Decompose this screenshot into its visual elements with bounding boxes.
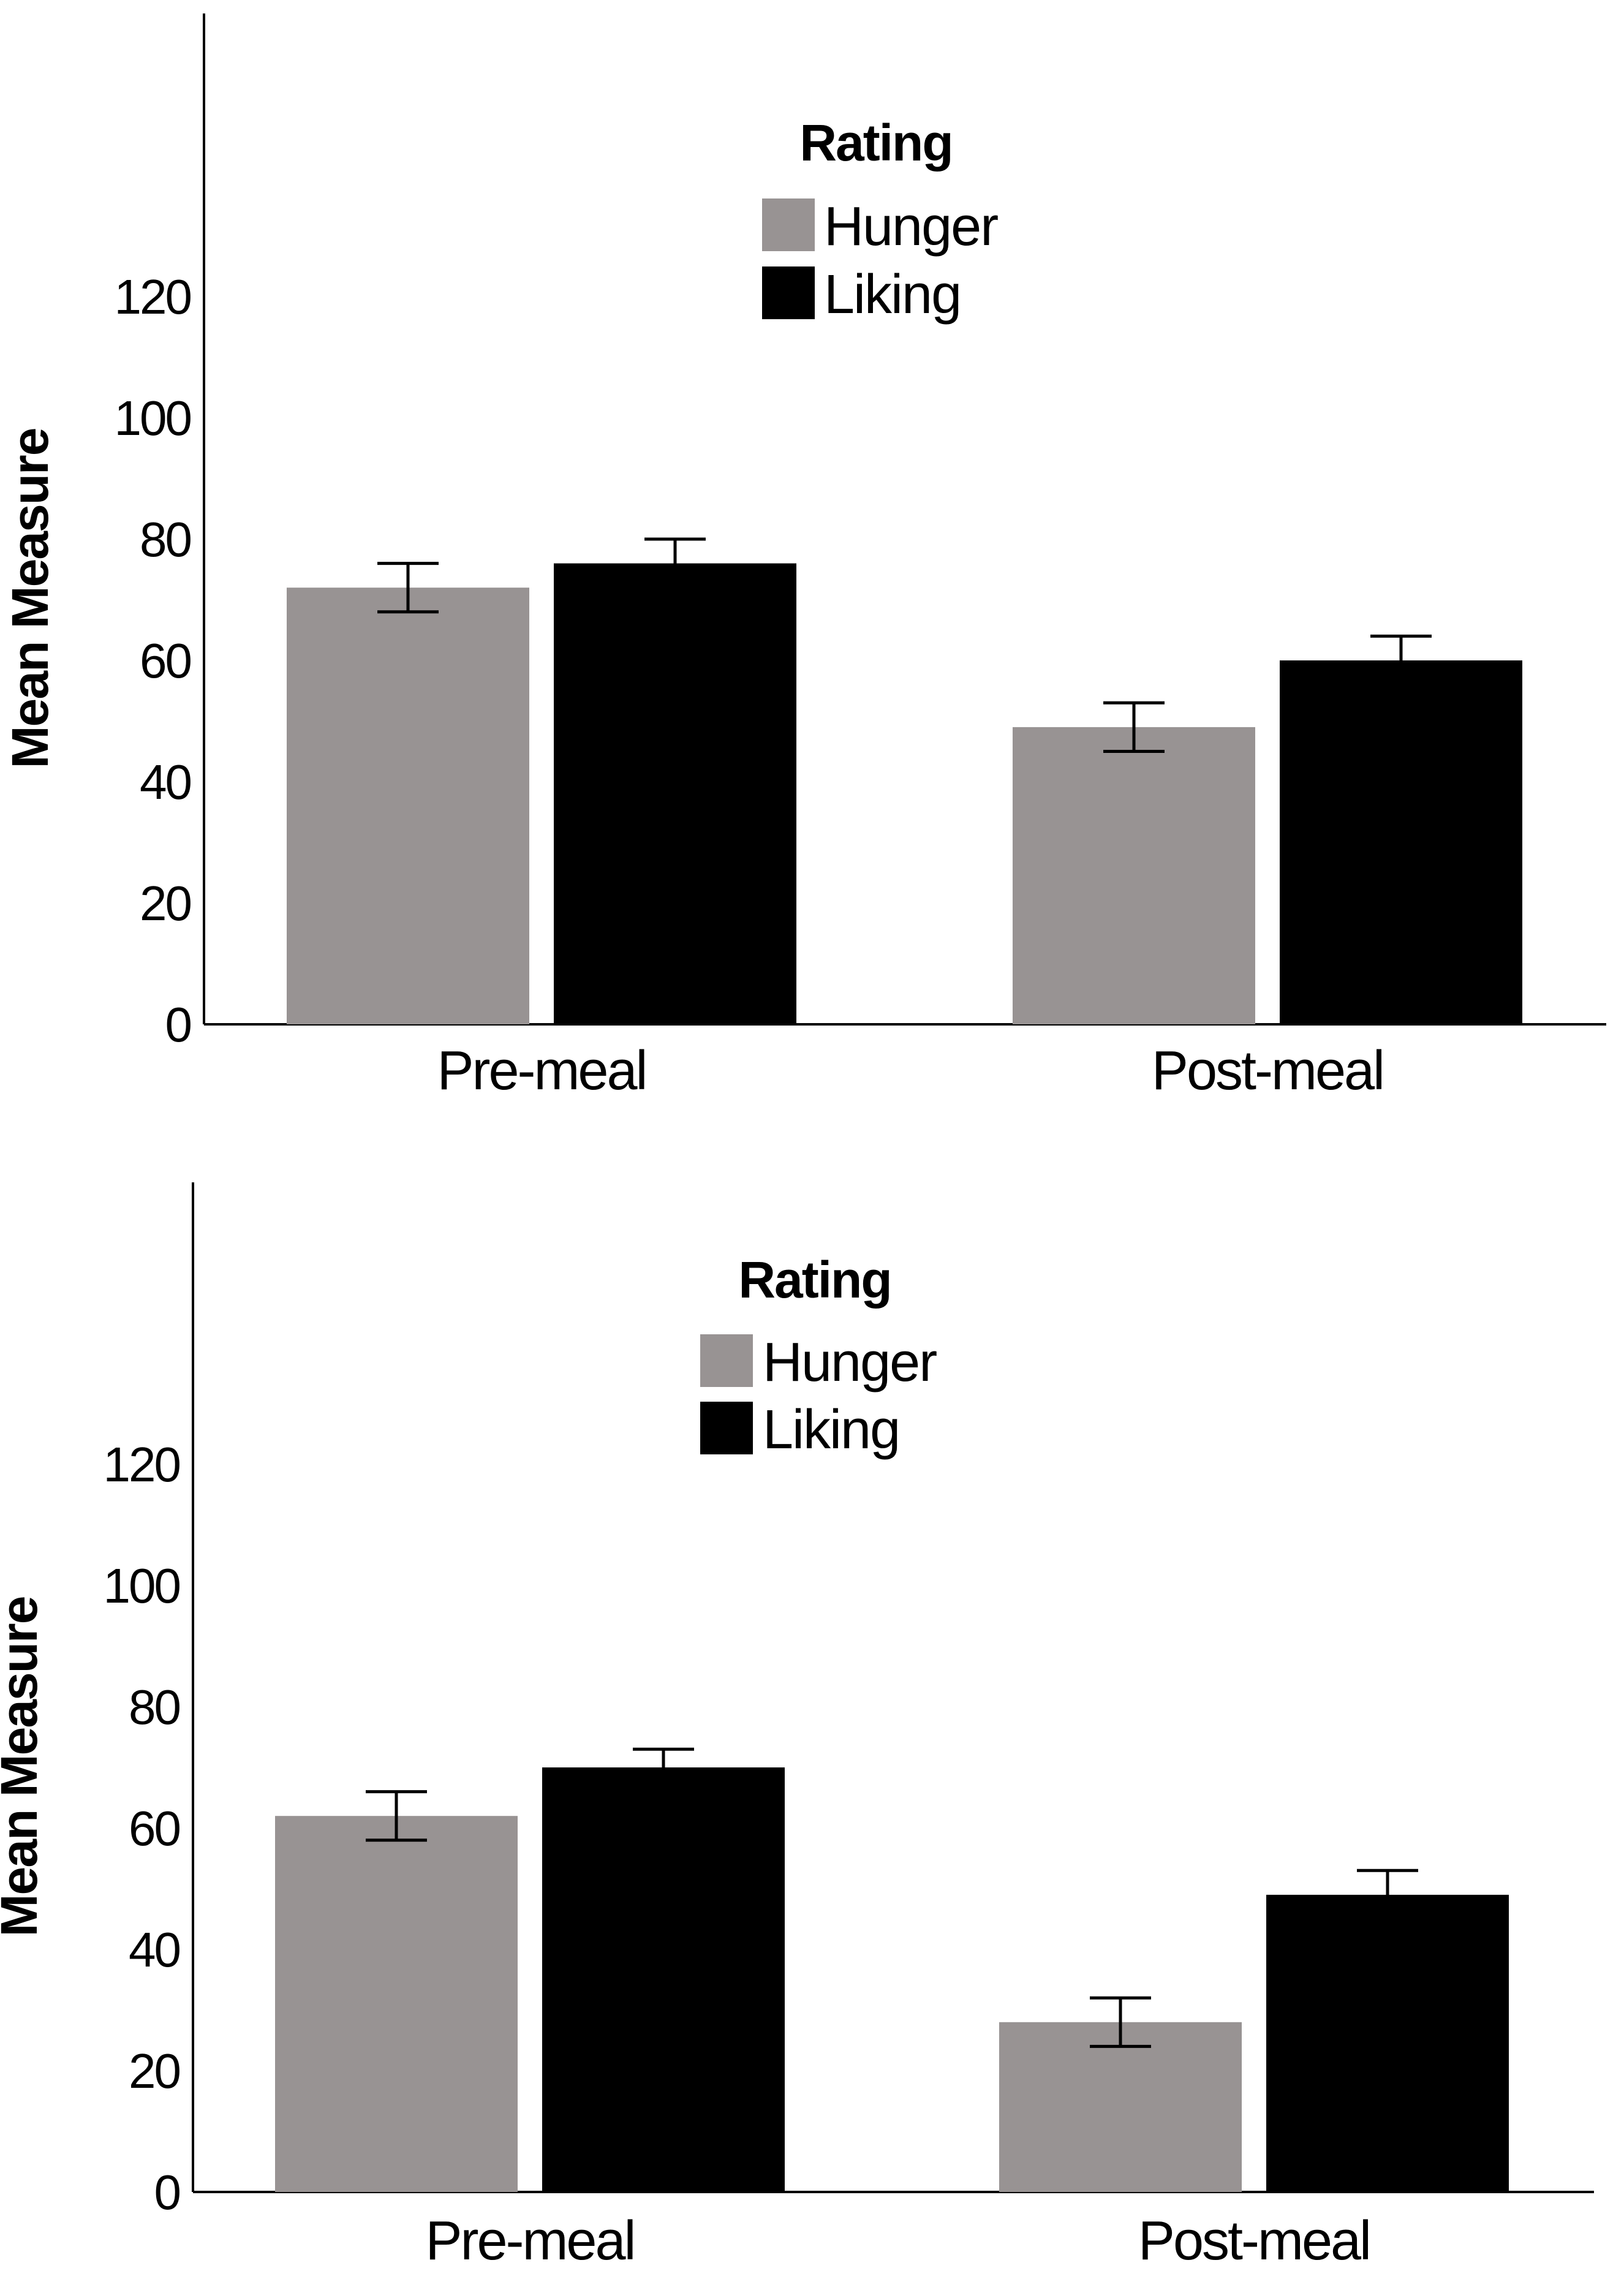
y-tick-label: 60 [129, 1801, 179, 1856]
bar-liking-pre-meal [554, 563, 796, 1024]
legend-label-hunger: Hunger [824, 196, 998, 257]
legend-swatch-liking [762, 266, 815, 319]
y-tick-label: 20 [129, 2044, 179, 2098]
y-tick-label: 100 [104, 1559, 180, 1613]
chart-top: 0 20 40 60 80 100 120 Mean Measure Pre-meal Post-… [1, 13, 1606, 1101]
y-tick-label: 100 [115, 391, 191, 445]
y-tick-label: 80 [129, 1680, 179, 1734]
x-category-label: Post-meal [1138, 2210, 1370, 2271]
chart-bottom: 0 20 40 60 80 100 120 Mean Measure Pre-meal Post-… [0, 1182, 1594, 2271]
y-tick-label: 80 [140, 512, 191, 567]
bar-liking-pre-meal [542, 1767, 785, 2192]
error-bar [1357, 1869, 1418, 1921]
bar-liking-post-meal [1280, 660, 1522, 1024]
bar-hunger-post-meal [999, 2022, 1242, 2192]
legend-title: Rating [738, 1251, 891, 1309]
error-bar [1090, 1996, 1151, 2048]
x-category-label: Pre-meal [437, 1040, 646, 1101]
y-tick-label: 0 [154, 2165, 180, 2220]
y-axis-title: Mean Measure [1, 429, 59, 769]
y-tick-label: 0 [165, 997, 191, 1052]
x-category-label: Post-meal [1152, 1040, 1383, 1101]
legend-title: Rating [799, 114, 952, 172]
legend-label-liking: Liking [824, 264, 961, 325]
y-tick-label: 20 [140, 876, 191, 931]
y-tick-label: 120 [104, 1437, 180, 1492]
error-bar [1370, 634, 1432, 687]
legend: Rating Hunger Liking [762, 114, 999, 325]
error-bar [377, 562, 439, 614]
bar-hunger-pre-meal [287, 588, 529, 1024]
y-axis-title: Mean Measure [0, 1597, 48, 1937]
y-tick-label: 40 [129, 1922, 179, 1977]
bar-hunger-post-meal [1013, 727, 1255, 1024]
error-bar [633, 1747, 694, 1788]
error-bar [366, 1790, 427, 1842]
y-tick-label: 120 [115, 270, 191, 324]
x-category-label: Pre-meal [425, 2210, 634, 2271]
error-bar [644, 537, 706, 589]
bar-liking-post-meal [1266, 1894, 1509, 2192]
y-tick-label: 60 [140, 633, 191, 688]
y-tick-label: 40 [140, 755, 191, 809]
legend-swatch-hunger [700, 1334, 753, 1387]
legend-label-hunger: Hunger [763, 1332, 937, 1393]
legend-swatch-liking [700, 1402, 753, 1454]
legend-label-liking: Liking [763, 1399, 899, 1460]
error-bar [1103, 701, 1165, 753]
legend-swatch-hunger [762, 198, 815, 251]
bar-hunger-pre-meal [275, 1816, 518, 2192]
